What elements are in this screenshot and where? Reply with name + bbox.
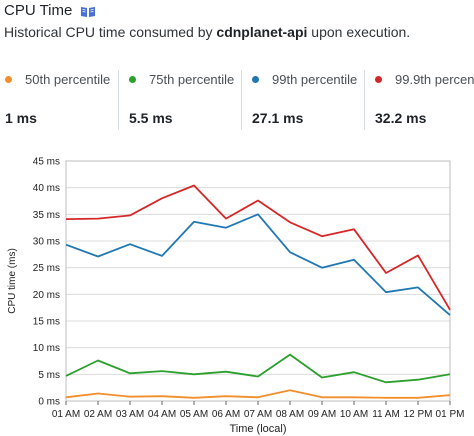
y-tick-label: 30 ms xyxy=(33,237,60,248)
subtitle-suffix: upon execution. xyxy=(307,24,411,40)
y-axis-ticks: 0 ms 5 ms 10 ms 15 ms 20 ms 25 ms 30 ms 35 ms 40… xyxy=(33,157,60,408)
cpu-time-chart: 0 ms 5 ms 10 ms 15 ms 20 ms 25 ms 30 ms 35 ms 40… xyxy=(7,157,465,436)
series-line-p99 xyxy=(65,213,451,316)
y-tick-label: 45 ms xyxy=(33,157,60,168)
x-tick-label: 12 PM xyxy=(404,409,433,420)
series-line-p999 xyxy=(65,184,451,311)
x-tick-label: 07 AM xyxy=(244,409,272,420)
y-tick-label: 5 ms xyxy=(38,370,60,381)
x-tick-label: 03 AM xyxy=(116,409,144,420)
x-tick-label: 11 AM xyxy=(372,409,400,420)
y-tick-label: 25 ms xyxy=(33,263,60,274)
p99-legend-dot xyxy=(252,76,259,83)
x-tick-label: 01 PM xyxy=(436,409,465,420)
plot-frame xyxy=(65,160,451,402)
book-icon[interactable] xyxy=(80,5,96,17)
stat-divider xyxy=(364,70,365,130)
x-tick-label: 02 AM xyxy=(84,409,112,420)
p75-legend-dot xyxy=(129,76,136,83)
stat-label: 99.9th percentile xyxy=(395,72,474,87)
stat-divider xyxy=(118,70,119,130)
stat-label: 99th percentile xyxy=(272,72,358,87)
p50-legend-dot xyxy=(5,76,12,83)
y-tick-label: 35 ms xyxy=(33,210,60,221)
x-axis-ticks: 01 AM 02 AM 03 AM 04 AM 05 AM 06 AM 07 AM 08 AM… xyxy=(52,401,465,420)
service-name: cdnplanet-api xyxy=(216,24,308,40)
panel-title: CPU Time xyxy=(4,2,73,19)
y-axis-label: CPU time (ms) xyxy=(7,248,18,314)
x-tick-label: 05 AM xyxy=(180,409,208,420)
stat-value: 32.2 ms xyxy=(375,110,427,126)
panel-subtitle: Historical CPU time consumed by cdnplane… xyxy=(4,24,410,40)
x-tick-label: 06 AM xyxy=(212,409,240,420)
subtitle-prefix: Historical CPU time consumed by xyxy=(4,24,217,40)
p999-legend-dot xyxy=(375,76,382,83)
x-tick-label: 01 AM xyxy=(52,409,80,420)
stat-value: 5.5 ms xyxy=(129,110,173,126)
x-tick-label: 09 AM xyxy=(308,409,336,420)
x-tick-label: 04 AM xyxy=(148,409,176,420)
x-axis-label: Time (local) xyxy=(229,423,286,435)
percentile-stats: 50th percentile 1 ms 75th percentile 5.5… xyxy=(0,60,474,132)
chart-series xyxy=(65,184,451,399)
y-tick-label: 40 ms xyxy=(33,183,60,194)
stat-value: 27.1 ms xyxy=(252,110,304,126)
panel-header: CPU Time xyxy=(4,2,96,19)
x-tick-label: 08 AM xyxy=(276,409,304,420)
stat-label: 50th percentile xyxy=(25,72,111,87)
stat-divider xyxy=(241,70,242,130)
stat-label: 75th percentile xyxy=(149,72,235,87)
series-line-p50 xyxy=(65,389,451,399)
x-tick-label: 10 AM xyxy=(340,409,368,420)
y-tick-label: 20 ms xyxy=(33,290,60,301)
y-tick-label: 0 ms xyxy=(38,397,60,408)
chart-grid xyxy=(65,160,451,402)
y-tick-label: 10 ms xyxy=(33,343,60,354)
stat-value: 1 ms xyxy=(5,110,37,126)
y-tick-label: 15 ms xyxy=(33,317,60,328)
series-line-p75 xyxy=(65,353,451,384)
